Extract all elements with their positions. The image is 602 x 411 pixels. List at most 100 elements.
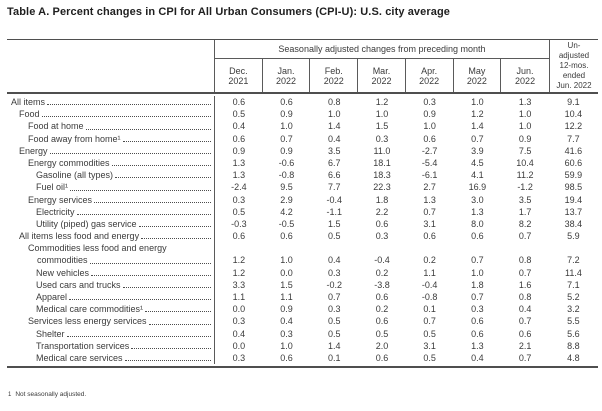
cell: 0.6: [375, 292, 389, 303]
cell: 2.2: [375, 206, 389, 217]
cell: 3.0: [471, 194, 484, 205]
row-label: Food at home: [7, 120, 215, 133]
leader-dots: [41, 116, 211, 118]
row-label: Electricity: [7, 205, 215, 218]
cell: 0.2: [423, 255, 436, 266]
cell: 0.7: [423, 206, 436, 217]
cell: 1.4: [328, 121, 341, 132]
cell: 1.3: [232, 170, 246, 181]
cell: 1.1: [232, 292, 246, 303]
leader-dots: [49, 152, 211, 154]
cell: 10.4: [564, 109, 583, 120]
unadjusted-column-header: Un- adjusted 12-mos. ended Jun. 2022: [549, 40, 598, 92]
table-row: Energy 0.9 0.9 3.5 11.0 -2.7 3.9 7.5 41.6: [7, 144, 598, 157]
cell: 3.2: [567, 304, 580, 315]
cell: 1.5: [375, 121, 389, 132]
cell: 8.0: [471, 218, 484, 229]
cell: 1.0: [423, 121, 436, 132]
leader-dots: [124, 360, 211, 362]
row-label: Medical care commodities¹: [7, 303, 215, 316]
cell: 0.3: [280, 328, 293, 339]
cell: 1.3: [471, 206, 484, 217]
cell: 1.3: [423, 194, 436, 205]
cell: 0.6: [375, 352, 389, 363]
leader-dots: [70, 189, 211, 191]
cell: 7.7: [567, 133, 580, 144]
cell: 0.5: [423, 352, 436, 363]
cell: 0.5: [423, 328, 436, 339]
cell: -0.4: [326, 194, 343, 205]
row-label: Commodities less food and energy commodit…: [7, 242, 215, 267]
cell: 0.7: [518, 267, 532, 278]
cell: 1.0: [280, 340, 293, 351]
cell: 0.5: [232, 206, 246, 217]
cell: 4.8: [567, 352, 580, 363]
cell: 0.3: [375, 133, 389, 144]
row-label: Energy: [7, 144, 215, 157]
cell: 2.9: [280, 194, 293, 205]
cell: 22.3: [373, 182, 391, 193]
cell: -2.4: [231, 182, 247, 193]
cell: 0.7: [280, 133, 293, 144]
cell: 1.0: [471, 267, 484, 278]
table-row: Gasoline (all types) 1.3 -0.8 6.6 18.3 -6.1 4.…: [7, 169, 598, 182]
cell: 3.5: [518, 194, 532, 205]
cell: 1.2: [232, 267, 246, 278]
cell: 0.2: [375, 267, 389, 278]
cell: 11.4: [564, 267, 582, 278]
cell: 0.7: [518, 316, 532, 327]
cell: 0.6: [232, 231, 246, 242]
cell: 1.3: [471, 340, 484, 351]
cell: 0.5: [328, 231, 341, 242]
cell: 19.4: [564, 194, 583, 205]
cell: 0.7: [471, 292, 484, 303]
cell: 1.2: [471, 109, 484, 120]
table-row: Medical care commodities¹ 0.0 0.9 0.3 0.2 0.1…: [7, 303, 598, 316]
table-row: Energy commodities 1.3 -0.6 6.7 18.1 -5.4 4.5 1…: [7, 156, 598, 170]
cpi-table: Seasonally adjusted changes from precedi…: [7, 39, 598, 369]
table-header: Seasonally adjusted changes from precedi…: [7, 39, 598, 94]
cell: 98.5: [564, 182, 583, 193]
footnote: 1 Not seasonally adjusted.: [8, 391, 86, 398]
cell: 2.1: [518, 340, 532, 351]
cell: 0.6: [232, 97, 246, 107]
cell: 1.5: [280, 279, 293, 290]
cell: 0.6: [280, 97, 293, 107]
table-body: All items 0.6 0.6 0.8 1.2 0.3 1.0 1.3 9.1 Food 0.5…: [7, 94, 598, 369]
page-title: Table A. Percent changes in CPI for All …: [7, 6, 451, 18]
cell: 0.1: [423, 304, 436, 315]
cell: 2.0: [375, 340, 389, 351]
footnote-text: Not seasonally adjusted.: [15, 391, 87, 398]
cell: 0.9: [280, 145, 293, 156]
cell: 41.6: [564, 145, 583, 156]
cell: 7.2: [567, 255, 580, 266]
leader-dots: [66, 335, 211, 337]
table-row: Transportation services 0.0 1.0 1.4 2.0 3.1 1.…: [7, 339, 598, 352]
table-row: All items less food and energy 0.6 0.6 0.5 0…: [7, 230, 598, 243]
cell: -0.8: [278, 170, 295, 181]
cell: 0.3: [328, 267, 341, 278]
cell: 0.4: [280, 316, 293, 327]
cell: 4.5: [471, 157, 484, 168]
row-label: New vehicles: [7, 266, 215, 279]
row-label: Medical care services: [7, 351, 215, 365]
table-row: Energy services 0.3 2.9 -0.4 1.8 1.3 3.0 3.5 19.…: [7, 193, 598, 206]
cell: -2.7: [421, 145, 438, 156]
cell: 0.7: [423, 316, 436, 327]
cell: 1.2: [375, 97, 389, 107]
leader-dots: [122, 287, 211, 289]
row-label: Transportation services: [7, 339, 215, 352]
cell: 2.7: [423, 182, 436, 193]
cell: 0.3: [375, 231, 389, 242]
table-row: Food at home 0.4 1.0 1.4 1.5 1.0 1.4 1.0 12.2: [7, 120, 598, 133]
row-label: Food away from home¹: [7, 132, 215, 145]
cell: -0.5: [278, 218, 295, 229]
leader-dots: [148, 323, 211, 325]
table-row: Medical care services 0.3 0.6 0.1 0.6 0.5 0.4 0…: [7, 351, 598, 365]
cell: 1.3: [232, 157, 246, 168]
leader-dots: [131, 347, 211, 349]
cell: 3.5: [328, 145, 341, 156]
cell: 0.3: [232, 194, 246, 205]
cell: 0.4: [328, 255, 341, 266]
cell: 0.4: [471, 352, 484, 363]
